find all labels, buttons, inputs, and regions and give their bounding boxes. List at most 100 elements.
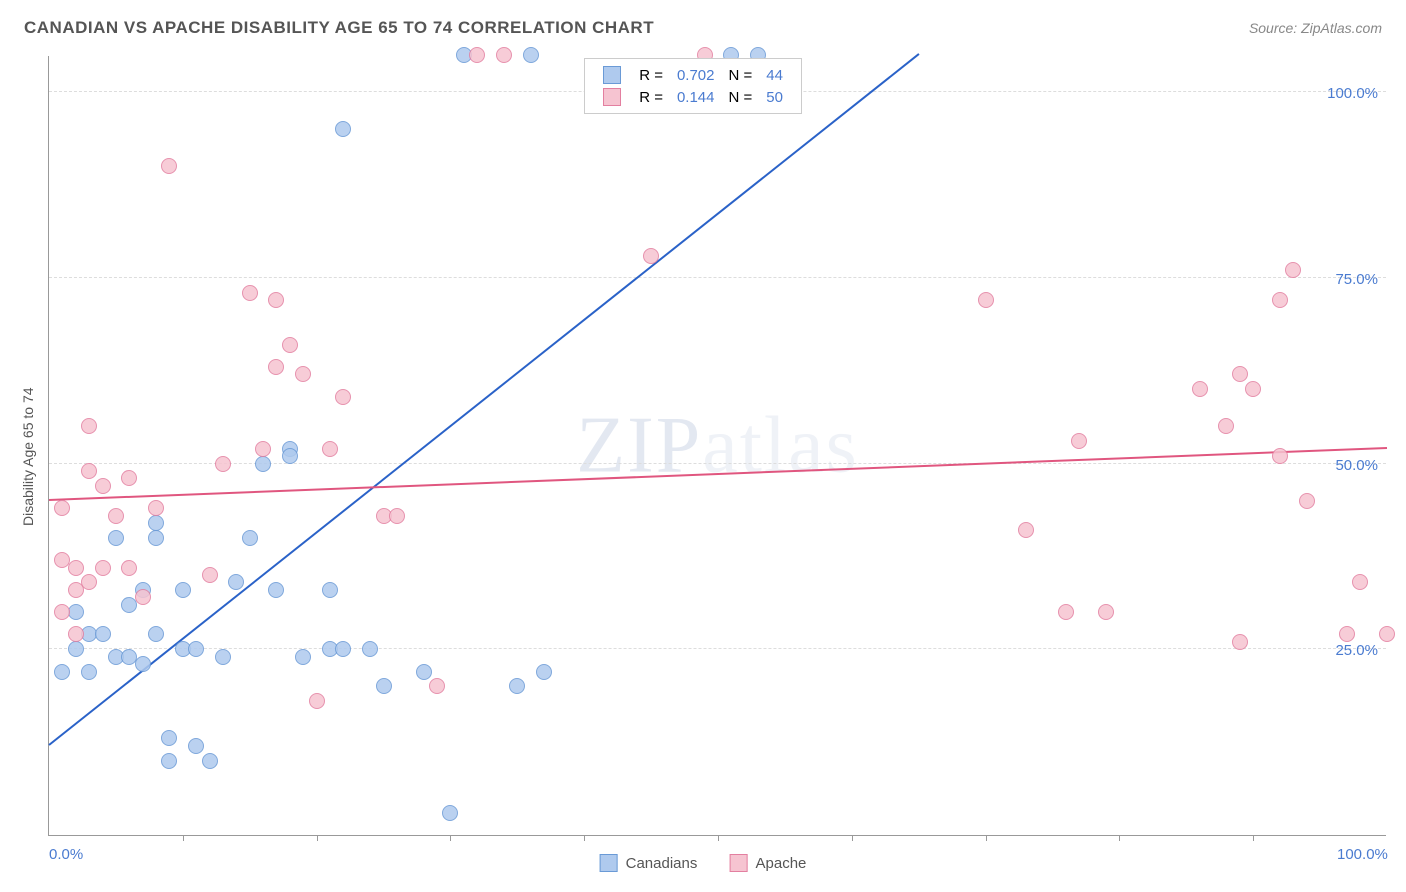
- data-point: [68, 641, 84, 657]
- data-point: [282, 337, 298, 353]
- data-point: [108, 530, 124, 546]
- plot-area: ZIPatlas 25.0%50.0%75.0%100.0%0.0%100.0%…: [48, 56, 1386, 836]
- legend-swatch-canadians: [600, 854, 618, 872]
- data-point: [1379, 626, 1395, 642]
- x-tick: [852, 835, 853, 841]
- data-point: [215, 456, 231, 472]
- data-point: [1098, 604, 1114, 620]
- data-point: [135, 589, 151, 605]
- data-point: [1272, 448, 1288, 464]
- y-tick-label: 100.0%: [1327, 85, 1378, 102]
- data-point: [161, 753, 177, 769]
- chart-title: CANADIAN VS APACHE DISABILITY AGE 65 TO …: [24, 18, 654, 38]
- data-point: [54, 604, 70, 620]
- data-point: [322, 441, 338, 457]
- data-point: [643, 248, 659, 264]
- data-point: [469, 47, 485, 63]
- data-point: [108, 508, 124, 524]
- data-point: [161, 158, 177, 174]
- x-tick: [1253, 835, 1254, 841]
- data-point: [416, 664, 432, 680]
- data-point: [95, 626, 111, 642]
- x-tick: [183, 835, 184, 841]
- data-point: [442, 805, 458, 821]
- x-tick-label: 0.0%: [49, 846, 83, 863]
- data-point: [322, 582, 338, 598]
- data-point: [335, 121, 351, 137]
- data-point: [242, 530, 258, 546]
- x-tick: [584, 835, 585, 841]
- data-point: [335, 389, 351, 405]
- data-point: [268, 292, 284, 308]
- data-point: [335, 641, 351, 657]
- gridline: [49, 463, 1386, 464]
- data-point: [242, 285, 258, 301]
- x-tick: [986, 835, 987, 841]
- legend-label: Apache: [756, 855, 807, 872]
- x-tick: [317, 835, 318, 841]
- data-point: [268, 582, 284, 598]
- data-point: [68, 560, 84, 576]
- data-point: [362, 641, 378, 657]
- data-point: [135, 656, 151, 672]
- legend-swatch-apache: [730, 854, 748, 872]
- data-point: [81, 574, 97, 590]
- data-point: [1058, 604, 1074, 620]
- data-point: [81, 664, 97, 680]
- data-point: [295, 366, 311, 382]
- data-point: [175, 582, 191, 598]
- gridline: [49, 648, 1386, 649]
- data-point: [228, 574, 244, 590]
- y-tick-label: 25.0%: [1335, 642, 1378, 659]
- data-point: [282, 448, 298, 464]
- legend-bottom: Canadians Apache: [586, 854, 821, 876]
- data-point: [1232, 366, 1248, 382]
- data-point: [429, 678, 445, 694]
- data-point: [1272, 292, 1288, 308]
- data-point: [389, 508, 405, 524]
- x-tick: [450, 835, 451, 841]
- data-point: [188, 738, 204, 754]
- data-point: [255, 441, 271, 457]
- data-point: [148, 626, 164, 642]
- data-point: [1218, 418, 1234, 434]
- data-point: [121, 560, 137, 576]
- y-tick-label: 75.0%: [1335, 271, 1378, 288]
- data-point: [54, 500, 70, 516]
- data-point: [255, 456, 271, 472]
- x-tick: [1119, 835, 1120, 841]
- x-tick-label: 100.0%: [1337, 846, 1388, 863]
- data-point: [1245, 381, 1261, 397]
- data-point: [148, 515, 164, 531]
- data-point: [1071, 433, 1087, 449]
- data-point: [523, 47, 539, 63]
- data-point: [54, 664, 70, 680]
- data-point: [148, 530, 164, 546]
- data-point: [188, 641, 204, 657]
- data-point: [1192, 381, 1208, 397]
- chart-area: ZIPatlas 25.0%50.0%75.0%100.0%0.0%100.0%…: [48, 56, 1386, 836]
- data-point: [215, 649, 231, 665]
- source-label: Source: ZipAtlas.com: [1249, 20, 1382, 36]
- data-point: [68, 626, 84, 642]
- data-point: [95, 560, 111, 576]
- legend-stats: R =0.702N =44R =0.144N =50: [584, 58, 802, 114]
- data-point: [978, 292, 994, 308]
- data-point: [202, 753, 218, 769]
- data-point: [376, 678, 392, 694]
- data-point: [268, 359, 284, 375]
- y-tick-label: 50.0%: [1335, 457, 1378, 474]
- data-point: [202, 567, 218, 583]
- data-point: [496, 47, 512, 63]
- data-point: [1232, 634, 1248, 650]
- data-point: [1299, 493, 1315, 509]
- data-point: [161, 730, 177, 746]
- trend-line: [49, 447, 1387, 501]
- legend-stats-table: R =0.702N =44R =0.144N =50: [595, 63, 791, 109]
- data-point: [95, 478, 111, 494]
- x-tick: [718, 835, 719, 841]
- legend-label: Canadians: [626, 855, 698, 872]
- data-point: [121, 470, 137, 486]
- data-point: [295, 649, 311, 665]
- data-point: [1339, 626, 1355, 642]
